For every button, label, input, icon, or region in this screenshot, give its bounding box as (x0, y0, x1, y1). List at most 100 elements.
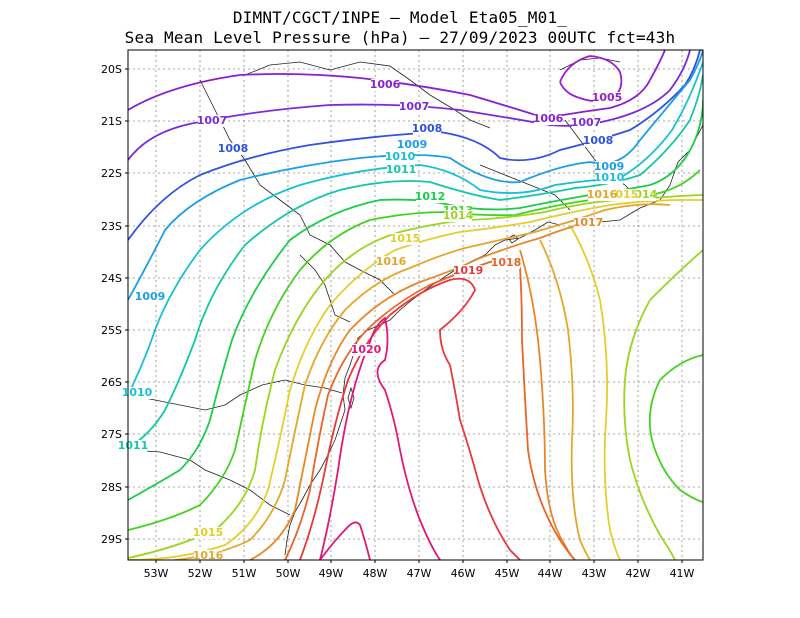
isobar-label-1006: 1006 (533, 112, 564, 125)
lon-tick-label: 45W (495, 567, 520, 580)
isobar-label-bg (136, 291, 164, 303)
isobar-label-bg (492, 257, 520, 269)
border-states-2 (199, 79, 396, 296)
isobar-1019 (299, 277, 521, 560)
isobar-label-1011: 1011 (118, 439, 149, 452)
isobar-1006 (128, 50, 666, 119)
isobar-label-1016: 1016 (193, 549, 224, 562)
lat-tick-label: 29S (101, 533, 122, 546)
isobar-label-bg (123, 387, 151, 399)
border-states-8 (559, 57, 621, 71)
isobar-1016 (174, 203, 671, 560)
lon-tick-label: 52W (188, 567, 213, 580)
border-states-3 (128, 379, 343, 411)
isobar-label-bg (219, 143, 247, 155)
lat-tick-label: 28S (101, 481, 122, 494)
lon-tick-label: 43W (582, 567, 607, 580)
isobar-label-bg (595, 161, 623, 173)
isobar-label-1009: 1009 (135, 290, 166, 303)
isobar-1011 (128, 74, 703, 449)
isobar-1016b (539, 239, 591, 560)
lon-tick-label: 44W (538, 567, 563, 580)
isobar-label-1008: 1008 (412, 122, 443, 135)
isobar-1017 (249, 221, 591, 560)
isobar-label-bg (398, 139, 426, 151)
isobar-label-1014: 1014 (443, 209, 474, 222)
lon-tick-label: 48W (363, 567, 388, 580)
lat-tick-label: 21S (101, 115, 122, 128)
isobar-label-1020: 1020 (351, 343, 382, 356)
isobar-label-bg (377, 256, 405, 268)
isobar-1015b (569, 224, 621, 560)
isobar-label-1010: 1010 (385, 150, 416, 163)
border-states-1 (244, 61, 491, 129)
lon-tick-label: 53W (144, 567, 169, 580)
isobar-label-1017: 1017 (573, 216, 604, 229)
lat-tick-label: 20S (101, 63, 122, 76)
isobar-label-bg (416, 191, 444, 203)
isobar-label-bg (413, 123, 441, 135)
isobar-label-1009: 1009 (397, 138, 428, 151)
isobar-label-bg (387, 164, 415, 176)
isobar-label-1006: 1006 (370, 78, 401, 91)
isobar-label-bg (588, 189, 616, 201)
isobar-label-bg (534, 113, 562, 125)
isobar-label-bg (194, 550, 222, 562)
isobar-label-1005: 1005 (592, 91, 623, 104)
lon-tick-label: 42W (626, 567, 651, 580)
plot-frame (127, 49, 704, 561)
isobar-1018 (284, 259, 576, 560)
isobar-label-bg (574, 217, 602, 229)
longitude-axis: 53W 52W 51W 50W 49W 48W 47W 46W 45W 44W 43W 42W 41W (144, 560, 695, 580)
isobar-label-1016: 1016 (376, 255, 407, 268)
isobar-label-bg (391, 233, 419, 245)
isobar-label-1012: 1012 (415, 190, 446, 203)
isobar-label-bg (444, 210, 472, 222)
isobar-1020b (319, 521, 371, 560)
isobar-label-1016: 1016 (587, 188, 618, 201)
isobar-1013 (648, 354, 703, 503)
lon-tick-label: 49W (319, 567, 344, 580)
lon-tick-label: 47W (407, 567, 432, 580)
isobar-label-bg (386, 151, 414, 163)
isobar-1005 (559, 55, 623, 102)
border-states-5 (299, 254, 351, 323)
lat-tick-label: 23S (101, 220, 122, 233)
isobar-1009 (128, 50, 703, 301)
isobar-label-bg (198, 115, 226, 127)
isobar-labels: 1005 1006 1006 1007 1007 1007 1008 1008 1008 1009… (118, 78, 658, 562)
lat-tick-label: 26S (101, 376, 122, 389)
map-title-line2: Sea Mean Level Pressure (hPa) – 27/09/20… (124, 28, 676, 47)
isobar-label-bg (400, 101, 428, 113)
isobar-1010 (128, 61, 703, 396)
lat-tick-label: 24S (101, 272, 122, 285)
lat-tick-label: 27S (101, 428, 122, 441)
isobar-1008 (128, 50, 701, 241)
isobar-1020 (319, 316, 441, 560)
isobar-label-bg (454, 265, 482, 277)
isobar-label-bg (593, 92, 621, 104)
isobar-1012 (128, 99, 703, 501)
isobar-label-1015: 1015 (193, 526, 224, 539)
island-sao-sebastiao (507, 234, 519, 244)
isobar-label-1007: 1007 (197, 114, 228, 127)
isobar-label-1008: 1008 (583, 134, 614, 147)
isobar-label-bg (371, 79, 399, 91)
lon-tick-label: 51W (232, 567, 257, 580)
isobar-label-1011: 1011 (386, 163, 417, 176)
isobar-label-bg (352, 344, 380, 356)
isobar-label-1010: 1010 (594, 171, 625, 184)
isobar-label-1019: 1019 (453, 264, 484, 277)
isobar-1014b (623, 249, 703, 560)
isobar-label-bg (194, 527, 222, 539)
lon-tick-label: 41W (670, 567, 695, 580)
isobar-label-1007: 1007 (399, 100, 430, 113)
map-title-line1: DIMNT/CGCT/INPE – Model Eta05_M01_ (232, 8, 568, 27)
isobar-label-bg (584, 135, 612, 147)
isobar-1017b (519, 249, 576, 560)
latitude-axis: 20S 21S 22S 23S 24S 25S 26S 27S 28S 29S (101, 63, 128, 546)
isobar-label-1007: 1007 (571, 116, 602, 129)
isobar-label-1018: 1018 (491, 256, 522, 269)
isobar-label-1009: 1009 (594, 160, 625, 173)
